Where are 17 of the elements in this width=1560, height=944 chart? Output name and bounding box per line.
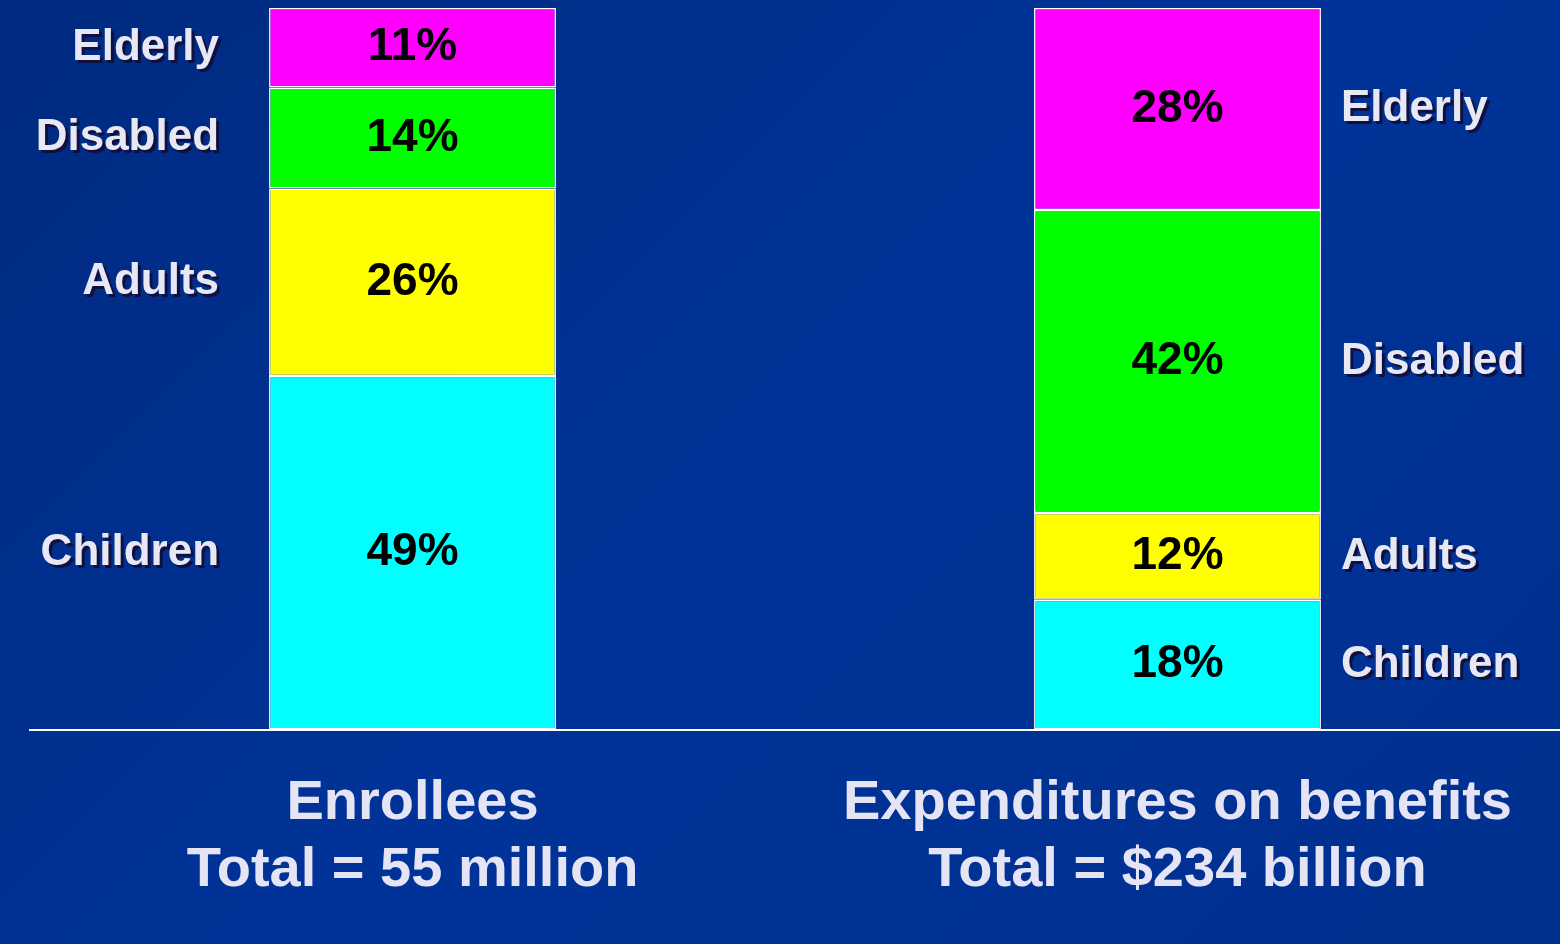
data-label: 14% — [366, 108, 459, 161]
data-label: 12% — [1131, 527, 1224, 580]
series-label: Disabled — [1340, 333, 1525, 383]
text: Disabled — [35, 110, 220, 160]
text: Children — [40, 524, 220, 574]
x-tick-label: Expenditures on benefits Total = $234 billion — [843, 767, 1512, 898]
x-tick-label: Enrollees Total = 55 million — [186, 767, 639, 898]
data-label: 42% — [1131, 332, 1224, 385]
series-label: Children — [1340, 636, 1520, 686]
text: Elderly — [72, 19, 220, 69]
data-label: 26% — [366, 252, 459, 305]
series-label: Elderly — [1340, 81, 1489, 131]
data-label: 11% — [367, 18, 458, 71]
series-label: Adults — [1340, 528, 1478, 578]
data-label: 18% — [1131, 635, 1224, 688]
data-label: 28% — [1131, 79, 1224, 132]
data-label: 49% — [366, 523, 459, 576]
